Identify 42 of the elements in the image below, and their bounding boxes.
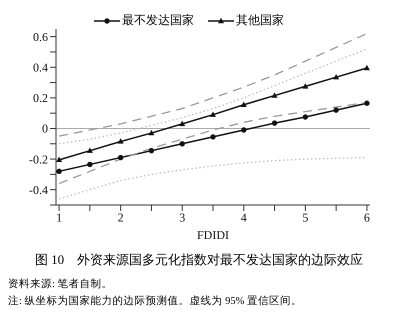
y-tick-label: 0.2 bbox=[33, 91, 48, 106]
line-series bbox=[58, 48, 368, 144]
text: 注: 纵坐标为国家能力的边际预测值。虚线为 95% 置信区间。 bbox=[8, 294, 304, 308]
y-tick-label: 0.4 bbox=[33, 60, 48, 75]
point bbox=[86, 147, 93, 153]
point bbox=[364, 100, 370, 106]
point bbox=[272, 120, 278, 126]
x-tick-label: 5 bbox=[302, 210, 308, 225]
y-tick-label: -0.4 bbox=[29, 182, 48, 197]
x-tick-label: 2 bbox=[118, 210, 124, 225]
point bbox=[56, 168, 62, 174]
legend-label: 其他国家 bbox=[236, 12, 284, 29]
point bbox=[180, 141, 185, 146]
x-tick-label: 4 bbox=[240, 210, 247, 225]
point bbox=[241, 127, 246, 133]
point bbox=[364, 64, 370, 70]
point bbox=[179, 120, 186, 126]
point bbox=[87, 162, 93, 168]
x-tick-label: 6 bbox=[364, 210, 370, 225]
point bbox=[148, 148, 154, 154]
point bbox=[210, 134, 216, 140]
point bbox=[333, 74, 340, 80]
text: 图 10 外资来源国多元化指数对最不发达国家的边际效应 bbox=[34, 251, 364, 269]
point bbox=[302, 114, 308, 120]
point bbox=[210, 112, 216, 117]
x-axis-title: FDIDI bbox=[197, 228, 229, 242]
x-tick-label: 3 bbox=[179, 210, 186, 225]
line-series bbox=[58, 32, 368, 137]
point bbox=[302, 83, 308, 89]
point bbox=[148, 130, 154, 136]
legend-label: 最不发达国家 bbox=[122, 12, 194, 29]
text: 资料来源: 笔者自制。 bbox=[8, 277, 114, 291]
x-tick-label: 1 bbox=[56, 210, 62, 225]
point bbox=[333, 107, 339, 113]
y-tick-label: 0.6 bbox=[33, 30, 48, 44]
point bbox=[118, 154, 124, 160]
point bbox=[272, 92, 278, 98]
y-tick-label: 0 bbox=[42, 122, 48, 136]
point bbox=[56, 156, 62, 162]
y-tick-label: -0.2 bbox=[29, 152, 48, 166]
point bbox=[118, 138, 124, 144]
point bbox=[240, 102, 247, 107]
